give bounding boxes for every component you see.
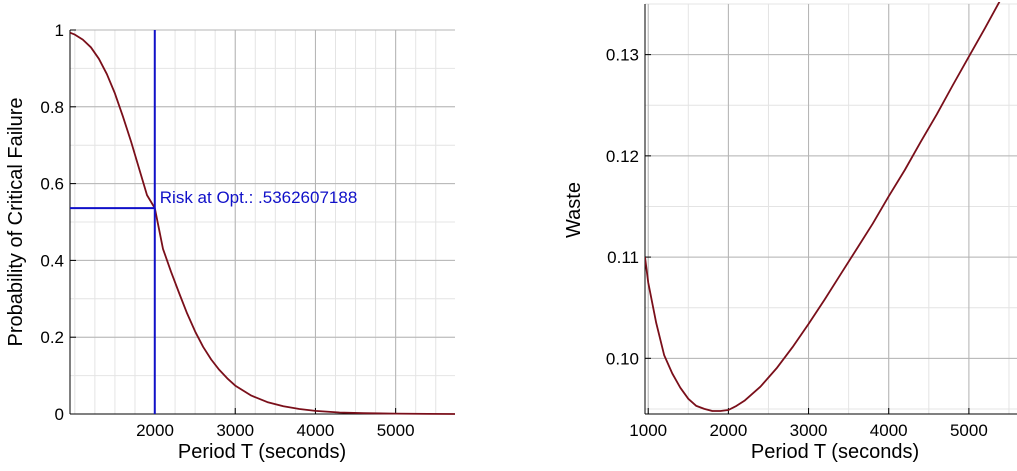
risk-y-tick-label: 0.4 <box>40 251 64 270</box>
risk-tick-labels: 2000 3000 4000 5000 0 0.2 0.4 0.6 0.8 1 <box>40 21 414 440</box>
waste-series-line <box>645 2 1001 412</box>
risk-series-line <box>70 31 455 415</box>
waste-x-tick-label: 2000 <box>709 421 747 440</box>
waste-y-tick-label: 0.11 <box>607 248 639 267</box>
waste-y-tick-label: 0.12 <box>606 147 639 166</box>
risk-x-tick-label: 2000 <box>136 421 174 440</box>
risk-y-tick-label: 0.6 <box>40 175 64 194</box>
risk-x-tick-label: 4000 <box>297 421 335 440</box>
risk-x-axis-title: Period T (seconds) <box>178 441 346 463</box>
waste-x-axis-title: Period T (seconds) <box>751 441 919 463</box>
risk-chart: 2000 3000 4000 5000 0 0.2 0.4 0.6 0.8 1 Risk at O… <box>5 21 455 463</box>
waste-grid <box>645 3 1017 414</box>
risk-series <box>70 31 455 415</box>
waste-y-tick-label: 0.10 <box>606 349 639 368</box>
waste-y-axis-title: Waste <box>563 182 585 238</box>
waste-chart: 1000 2000 3000 4000 5000 0.10 0.11 0.12 0.13 Per… <box>563 2 1017 463</box>
risk-y-axis-title: Probability of Critical Failure <box>5 98 27 347</box>
waste-x-tick-label: 4000 <box>870 421 908 440</box>
risk-y-tick-label: 1 <box>55 21 64 40</box>
waste-x-tick-label: 5000 <box>950 421 988 440</box>
waste-axes <box>644 4 1017 415</box>
risk-annotation-label: Risk at Opt.: .5362607188 <box>160 188 358 207</box>
risk-annotation: Risk at Opt.: .5362607188 <box>70 30 357 414</box>
waste-y-tick-label: 0.13 <box>606 46 639 65</box>
risk-grid <box>70 29 455 415</box>
risk-x-tick-label: 3000 <box>216 421 254 440</box>
waste-x-tick-label: 3000 <box>790 421 828 440</box>
waste-tick-labels: 1000 2000 3000 4000 5000 0.10 0.11 0.12 0.13 <box>606 46 988 440</box>
risk-y-tick-label: 0.8 <box>40 98 64 117</box>
risk-y-tick-label: 0.2 <box>40 328 64 347</box>
risk-y-tick-label: 0 <box>55 405 64 424</box>
waste-series <box>645 2 1001 412</box>
risk-x-tick-label: 5000 <box>377 421 415 440</box>
waste-x-tick-label: 1000 <box>629 421 667 440</box>
